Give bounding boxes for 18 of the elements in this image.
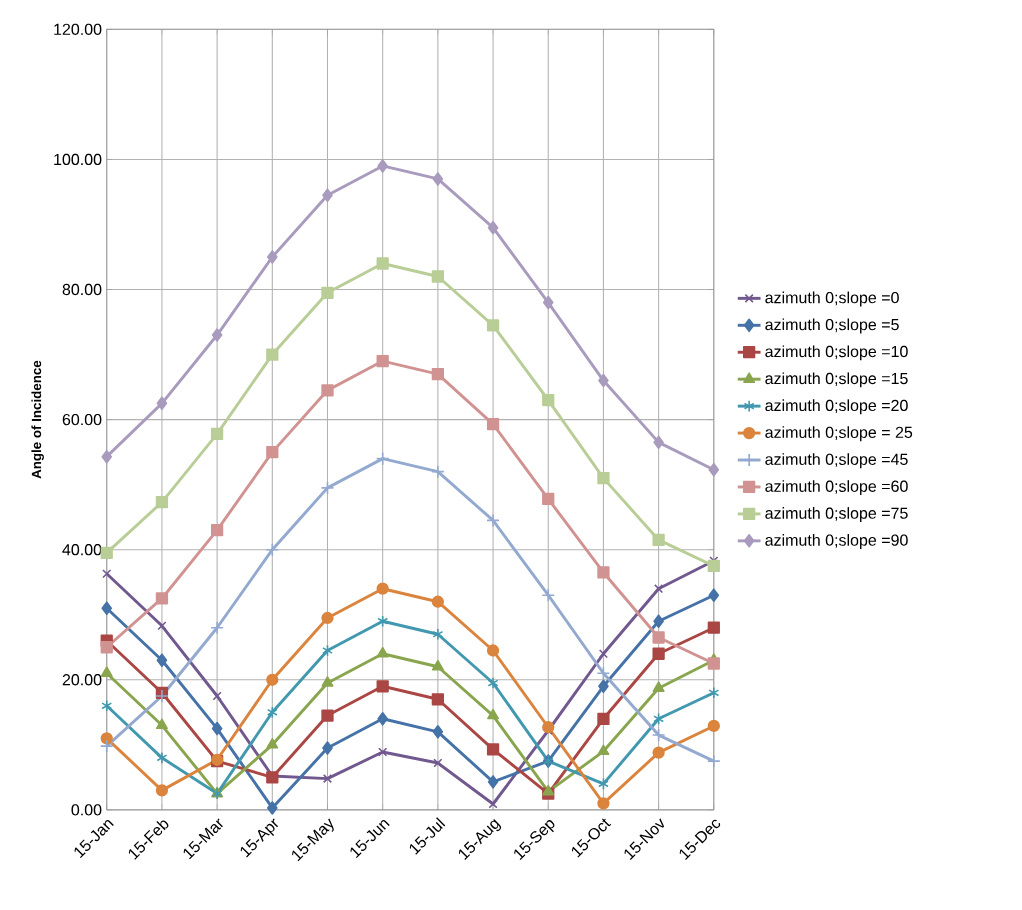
y-tick-label: 60.00 [62, 413, 102, 426]
legend-label: azimuth 0;slope =75 [765, 507, 908, 523]
legend-label: azimuth 0;slope =15 [765, 372, 908, 388]
y-tick-label: 40.00 [62, 544, 102, 556]
legend-label: azimuth 0;slope =60 [765, 480, 908, 496]
y-tick-label: 80.00 [62, 283, 102, 296]
legend-label: azimuth 0;slope =20 [765, 399, 908, 415]
legend-label: azimuth 0;slope =0 [765, 291, 899, 307]
legend-label: azimuth 0;slope =45 [765, 453, 908, 469]
legend-label: azimuth 0;slope = 25 [765, 426, 913, 442]
legend-label: azimuth 0;slope =10 [765, 345, 908, 361]
y-axis-title: Angle of Incidence [31, 360, 44, 479]
legend-label: azimuth 0;slope =90 [765, 534, 908, 550]
y-tick-label: 0.00 [71, 804, 102, 816]
y-tick-label: 100.00 [54, 153, 102, 166]
legend-label: azimuth 0;slope =5 [765, 318, 899, 334]
y-tick-label: 20.00 [62, 674, 102, 686]
y-tick-label: 120.00 [54, 23, 102, 36]
